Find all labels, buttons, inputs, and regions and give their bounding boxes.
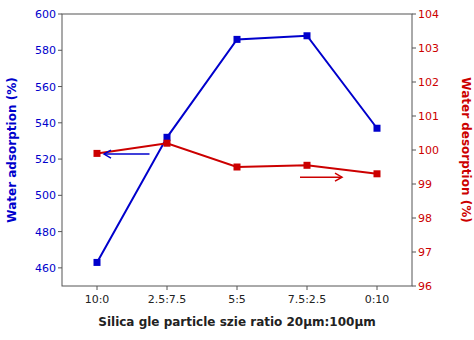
y-tick (58, 159, 62, 160)
y2-tick (412, 14, 416, 15)
y2-tick (412, 286, 416, 287)
y2-axis-label: Water desorption (%) (459, 77, 473, 222)
series-marker (94, 259, 101, 266)
series-marker (374, 170, 381, 177)
y2-tick (412, 184, 416, 185)
series-marker (304, 162, 311, 169)
y2-tick-label: 101 (418, 110, 439, 123)
y-tick-label: 520 (35, 153, 56, 166)
plot-frame (62, 14, 412, 286)
x-tick-label: 0:10 (365, 293, 390, 306)
y-tick (58, 86, 62, 87)
y2-tick (412, 218, 416, 219)
y2-tick-label: 98 (418, 212, 432, 225)
series-marker (374, 125, 381, 132)
axis-arrow-head (335, 173, 342, 181)
series-line (97, 143, 377, 174)
axis-arrow (300, 176, 342, 178)
y2-tick-label: 104 (418, 8, 439, 21)
series-marker (164, 140, 171, 147)
x-tick (237, 286, 238, 290)
series-marker (94, 150, 101, 157)
y-tick (58, 122, 62, 123)
y2-tick (412, 82, 416, 83)
y2-tick-label: 97 (418, 246, 432, 259)
y-tick (58, 267, 62, 268)
series-marker (234, 164, 241, 171)
x-tick-label: 5:5 (228, 293, 246, 306)
series-line (97, 36, 377, 263)
y-tick (58, 195, 62, 196)
y-tick (58, 14, 62, 15)
plot-area (94, 32, 381, 266)
y2-tick (412, 252, 416, 253)
x-tick-label: 2.5:7.5 (148, 293, 187, 306)
y-tick-label: 500 (35, 189, 56, 202)
y-axis-label: Water adsorption (%) (5, 77, 19, 222)
x-tick (97, 286, 98, 290)
y-tick-label: 600 (35, 8, 56, 21)
x-tick (167, 286, 168, 290)
y-tick-label: 480 (35, 226, 56, 239)
y-tick-label: 540 (35, 117, 56, 130)
y2-tick-label: 103 (418, 42, 439, 55)
series-marker (234, 36, 241, 43)
y2-tick-label: 99 (418, 178, 432, 191)
y2-tick-label: 100 (418, 144, 439, 157)
y-tick-label: 560 (35, 81, 56, 94)
y2-tick-label: 102 (418, 76, 439, 89)
y2-tick-label: 96 (418, 280, 432, 293)
y-tick-label: 580 (35, 44, 56, 57)
x-axis-label: Silica gle particle szie ratio 20μm:100μ… (98, 315, 375, 329)
series-marker (304, 32, 311, 39)
y-tick-label: 460 (35, 262, 56, 275)
x-tick (307, 286, 308, 290)
x-tick (377, 286, 378, 290)
axis-arrow-head (104, 150, 111, 158)
chart: 460 480 500 520 540 560 580 600 96 97 98 99 100 101 10… (0, 0, 474, 340)
y2-tick (412, 48, 416, 49)
y-tick (58, 231, 62, 232)
axis-arrow (104, 153, 150, 155)
y2-tick (412, 116, 416, 117)
y2-tick (412, 150, 416, 151)
x-tick-label: 10:0 (85, 293, 110, 306)
y-tick (58, 50, 62, 51)
x-tick-label: 7.5:2.5 (288, 293, 327, 306)
